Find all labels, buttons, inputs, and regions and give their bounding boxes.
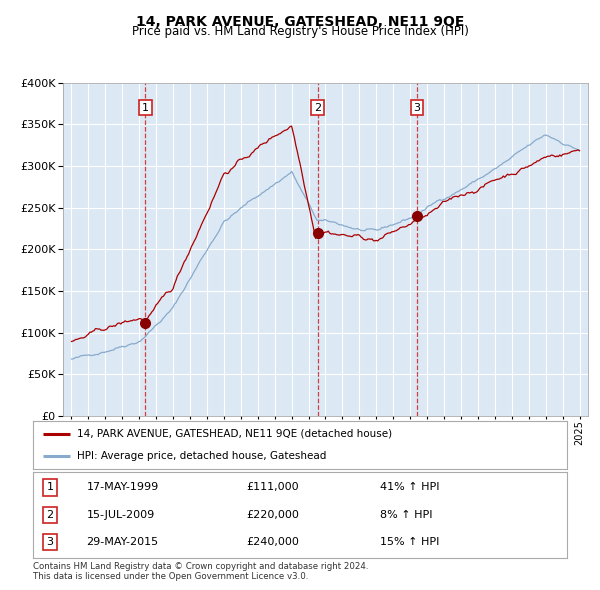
Text: Price paid vs. HM Land Registry's House Price Index (HPI): Price paid vs. HM Land Registry's House … [131, 25, 469, 38]
Text: 2: 2 [47, 510, 53, 520]
Text: 41% ↑ HPI: 41% ↑ HPI [380, 483, 440, 493]
Text: 1: 1 [47, 483, 53, 493]
Text: 29-MAY-2015: 29-MAY-2015 [86, 537, 158, 547]
Text: 17-MAY-1999: 17-MAY-1999 [86, 483, 158, 493]
Text: 14, PARK AVENUE, GATESHEAD, NE11 9QE: 14, PARK AVENUE, GATESHEAD, NE11 9QE [136, 15, 464, 29]
Text: 14, PARK AVENUE, GATESHEAD, NE11 9QE (detached house): 14, PARK AVENUE, GATESHEAD, NE11 9QE (de… [77, 429, 392, 439]
Text: 2: 2 [314, 103, 321, 113]
Text: 1: 1 [142, 103, 149, 113]
Text: HPI: Average price, detached house, Gateshead: HPI: Average price, detached house, Gate… [77, 451, 326, 461]
Text: £240,000: £240,000 [247, 537, 299, 547]
Text: 15-JUL-2009: 15-JUL-2009 [86, 510, 155, 520]
Text: 3: 3 [47, 537, 53, 547]
Text: 3: 3 [413, 103, 421, 113]
Text: Contains HM Land Registry data © Crown copyright and database right 2024.
This d: Contains HM Land Registry data © Crown c… [33, 562, 368, 581]
Text: £111,000: £111,000 [247, 483, 299, 493]
Text: £220,000: £220,000 [247, 510, 299, 520]
Text: 15% ↑ HPI: 15% ↑ HPI [380, 537, 439, 547]
Text: 8% ↑ HPI: 8% ↑ HPI [380, 510, 433, 520]
